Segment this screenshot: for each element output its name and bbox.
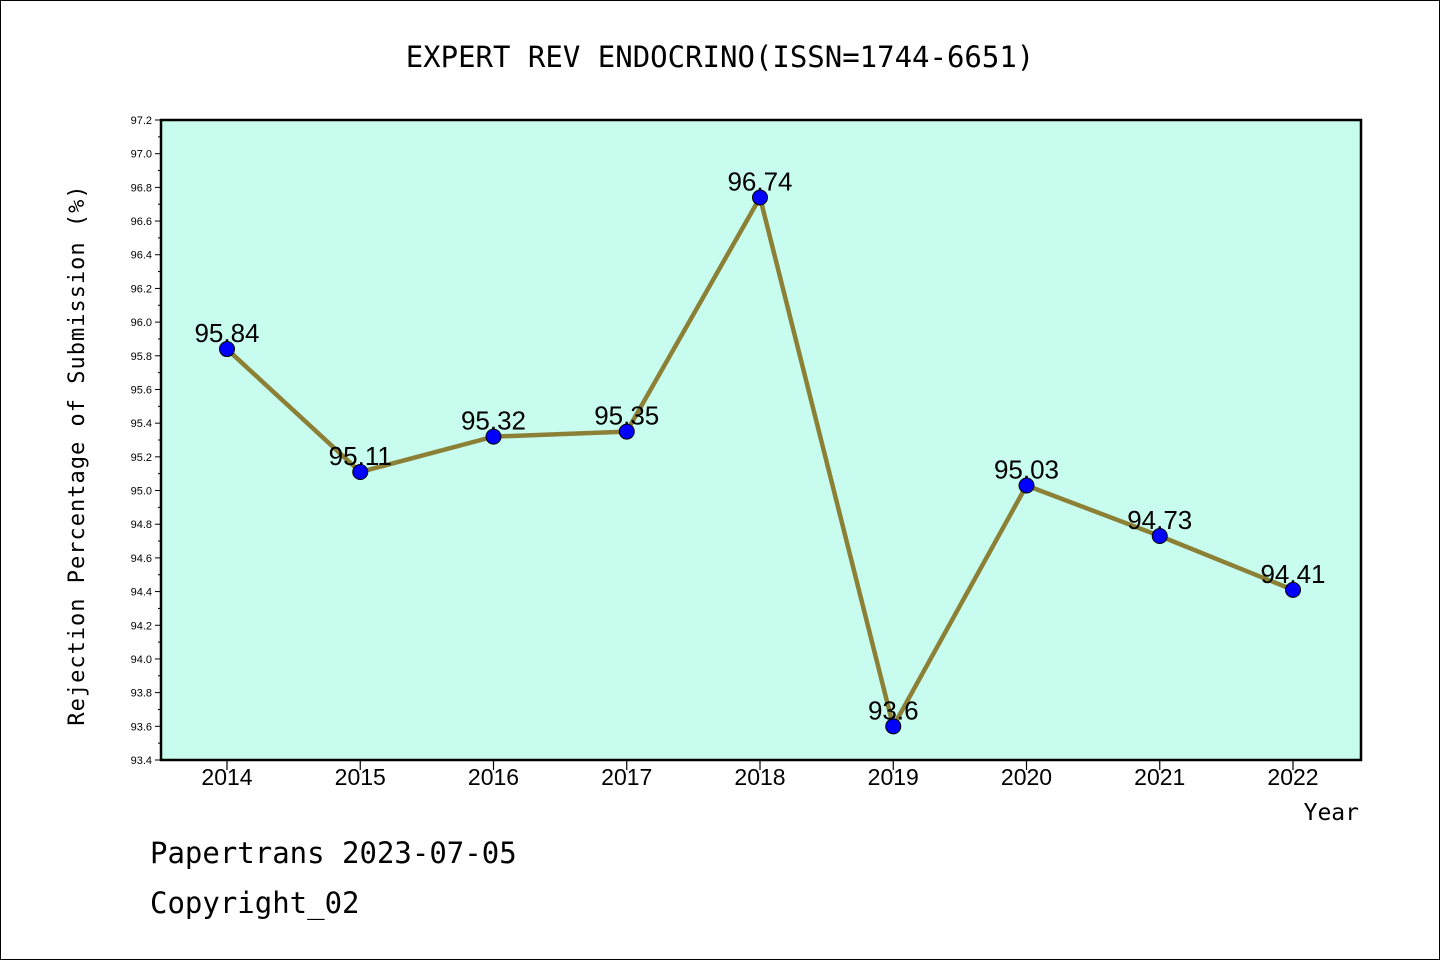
data-point (1018, 477, 1035, 494)
y-tick-label: 95.8 (131, 351, 152, 363)
y-tick-label: 96.4 (131, 250, 152, 262)
y-tick-label: 95.2 (131, 452, 152, 464)
footer-date: Papertrans 2023-07-05 (150, 836, 517, 870)
x-tick-label: 2018 (734, 764, 785, 790)
y-tick-label: 96.0 (131, 317, 152, 329)
y-tick-label: 94.4 (131, 587, 152, 599)
y-tick-label: 96.8 (131, 182, 152, 194)
y-tick-label: 95.4 (131, 418, 152, 430)
y-tick-label: 94.0 (131, 654, 152, 666)
y-tick-label: 93.6 (131, 721, 152, 733)
data-label: 95.35 (594, 401, 659, 431)
data-point (752, 189, 768, 206)
x-tick-label: 2014 (201, 764, 252, 790)
x-tick-label: 2019 (868, 764, 919, 790)
x-axis-label: Year (1304, 800, 1359, 826)
data-point (885, 718, 902, 735)
y-tick-label: 94.2 (131, 620, 152, 632)
data-point (352, 464, 369, 480)
x-axis: 2014 2015 2016 2017 2018 2019 2020 2021 2022 (201, 760, 1319, 790)
data-point (485, 428, 502, 445)
y-tick-label: 94.8 (131, 519, 152, 531)
y-tick-label: 96.6 (131, 216, 152, 228)
y-tick-label: 97.2 (131, 115, 152, 127)
data-point (219, 341, 235, 358)
data-label: 95.11 (329, 441, 392, 471)
y-tick-label: 94.6 (131, 553, 152, 565)
x-tick-label: 2020 (1001, 764, 1052, 790)
x-tick-label: 2017 (601, 764, 652, 790)
data-points (219, 189, 1301, 735)
data-point (1285, 581, 1301, 598)
y-tick-label: 95.6 (131, 384, 152, 396)
y-axis-label: Rejection Percentage of Submission (%) (65, 184, 90, 725)
data-point (1151, 528, 1168, 544)
data-label: 94.73 (1127, 505, 1192, 535)
data-label: 93.6 (868, 695, 919, 725)
data-label: 94.41 (1260, 559, 1325, 589)
x-tick-label: 2022 (1267, 764, 1318, 790)
data-point (618, 423, 635, 440)
data-label: 95.84 (194, 318, 259, 348)
plot-area (159, 118, 1363, 762)
x-tick-label: 2016 (468, 764, 519, 790)
footer-copyright: Copyright_02 (150, 886, 360, 921)
x-tick-label: 2015 (335, 764, 386, 790)
data-label: 95.32 (461, 406, 526, 436)
data-label: 96.74 (727, 166, 792, 196)
y-tick-label: 93.8 (131, 688, 152, 700)
y-axis: 93.4 93.6 93.8 94.0 94.2 94.4 94.6 94.8 95.0 95.2… (131, 115, 161, 767)
data-labels: 95.84 95.11 95.32 95.35 96.74 93.6 95.03 94.73 9… (194, 166, 1325, 725)
data-label: 95.03 (994, 454, 1059, 484)
x-tick-label: 2021 (1134, 764, 1185, 790)
y-tick-label: 97.0 (131, 149, 152, 161)
chart-title: EXPERT REV ENDOCRINO(ISSN=1744-6651) (406, 40, 1035, 74)
y-tick-label: 95.0 (131, 486, 152, 498)
y-tick-label: 96.2 (131, 283, 152, 295)
y-tick-label: 93.4 (131, 755, 152, 767)
